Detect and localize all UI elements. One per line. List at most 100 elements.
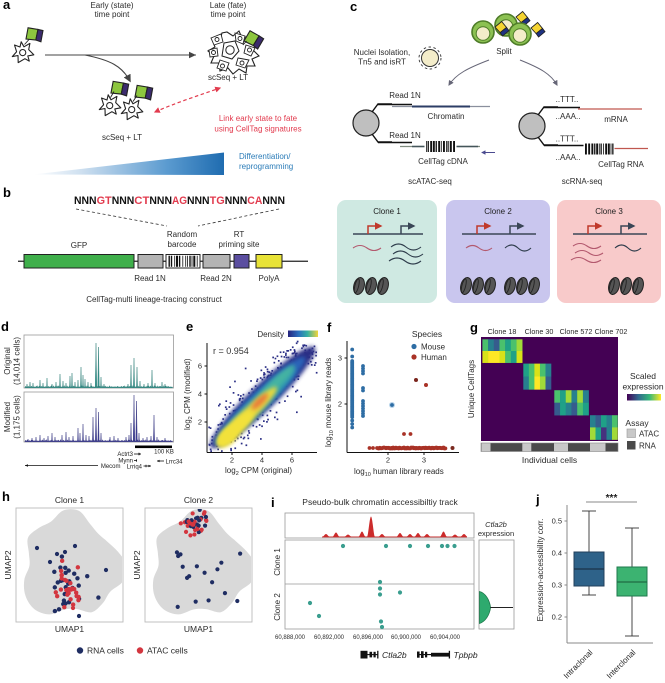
svg-text:Read 1N: Read 1N (134, 274, 166, 283)
svg-text:CellTag cDNA: CellTag cDNA (418, 157, 468, 166)
svg-text:reprogramming: reprogramming (239, 162, 293, 171)
svg-text:mRNA: mRNA (604, 115, 628, 124)
svg-text:Random: Random (167, 230, 198, 239)
svg-text:4: 4 (198, 390, 202, 399)
svg-text:GFP: GFP (71, 241, 87, 250)
svg-text:using CellTag signatures: using CellTag signatures (214, 125, 301, 134)
svg-text:Mouse: Mouse (421, 343, 446, 352)
svg-text:c: c (350, 0, 357, 14)
svg-text:Clone 2: Clone 2 (484, 207, 512, 216)
svg-text:Clone 702: Clone 702 (595, 327, 628, 336)
svg-text:Expression-accessibility corr.: Expression-accessibility corr. (536, 519, 545, 622)
svg-text:..AAA..: ..AAA.. (556, 153, 581, 162)
svg-text:TG: TG (210, 195, 225, 207)
svg-text:barcode: barcode (168, 240, 197, 249)
svg-text:Modified: Modified (3, 402, 12, 432)
svg-text:time point: time point (211, 10, 246, 19)
svg-text:r = 0.954: r = 0.954 (213, 346, 249, 356)
svg-text:..AAA..: ..AAA.. (556, 112, 581, 121)
svg-text:Lrriq4: Lrriq4 (127, 465, 143, 471)
svg-text:e: e (186, 319, 193, 334)
svg-text:Chromatin: Chromatin (428, 112, 465, 121)
svg-text:Ctla2b: Ctla2b (485, 520, 507, 529)
svg-text:Late (fate): Late (fate) (210, 1, 247, 10)
svg-text:Clone 30: Clone 30 (525, 327, 554, 336)
svg-text:Mecom: Mecom (101, 464, 121, 470)
svg-text:NNN: NNN (187, 195, 210, 207)
svg-text:CT: CT (134, 195, 149, 207)
svg-text:Clone 3: Clone 3 (595, 207, 623, 216)
svg-text:UMAP2: UMAP2 (132, 550, 142, 580)
svg-text:4: 4 (260, 456, 264, 465)
svg-text:CA: CA (247, 195, 262, 207)
svg-text:2: 2 (338, 400, 342, 409)
svg-text:RNA cells: RNA cells (87, 646, 124, 656)
svg-text:j: j (535, 492, 540, 507)
svg-text:3: 3 (338, 354, 342, 363)
svg-text:Original: Original (3, 347, 12, 375)
svg-text:Clone 1: Clone 1 (373, 207, 401, 216)
svg-text:PolyA: PolyA (259, 274, 281, 283)
svg-text:log2 CPM (original): log2 CPM (original) (225, 466, 292, 477)
svg-text:NNN: NNN (225, 195, 248, 207)
svg-text:g: g (470, 320, 478, 335)
svg-text:Ctla2b: Ctla2b (382, 650, 407, 660)
svg-text:i: i (271, 495, 275, 510)
svg-text:60,900,000: 60,900,000 (391, 635, 422, 641)
svg-text:NNN: NNN (112, 195, 135, 207)
svg-text:Link early state to fate: Link early state to fate (219, 114, 298, 123)
svg-text:0.2: 0.2 (552, 613, 562, 622)
svg-text:f: f (327, 320, 332, 335)
svg-text:NNN: NNN (262, 195, 285, 207)
svg-text:60,896,000: 60,896,000 (353, 635, 384, 641)
svg-text:Clone 1: Clone 1 (273, 548, 282, 576)
svg-text:UMAP1: UMAP1 (184, 624, 214, 634)
svg-text:NNN: NNN (74, 195, 97, 207)
svg-text:RNA: RNA (639, 442, 657, 451)
svg-text:Unique CellTags: Unique CellTags (467, 360, 476, 418)
svg-text:Differentiation/: Differentiation/ (239, 152, 291, 161)
svg-text:UMAP1: UMAP1 (55, 624, 85, 634)
svg-text:Clone 572: Clone 572 (560, 327, 593, 336)
svg-text:h: h (2, 489, 10, 504)
svg-text:AG: AG (172, 195, 187, 207)
svg-text:6: 6 (290, 456, 294, 465)
svg-text:Intraclonal: Intraclonal (562, 648, 595, 681)
svg-text:RT: RT (234, 230, 245, 239)
svg-text:priming site: priming site (219, 240, 260, 249)
svg-text:Pseudo-bulk chromatin accessib: Pseudo-bulk chromatin accessibiltiy trac… (302, 497, 458, 507)
svg-text:scATAC-seq: scATAC-seq (408, 177, 452, 186)
svg-text:Species: Species (412, 329, 442, 339)
svg-text:60,904,000: 60,904,000 (430, 635, 461, 641)
svg-text:scSeq + LT: scSeq + LT (208, 73, 248, 82)
svg-text:(1,175 cells): (1,175 cells) (13, 395, 22, 439)
svg-text:Split: Split (496, 47, 512, 56)
svg-text:log10 mouse library reads: log10 mouse library reads (324, 358, 335, 447)
svg-text:log10 human library reads: log10 human library reads (354, 467, 444, 478)
svg-text:Read 1N: Read 1N (389, 131, 421, 140)
svg-text:2: 2 (230, 456, 234, 465)
svg-text:Human: Human (421, 353, 447, 362)
svg-text:Scaled: Scaled (630, 371, 656, 381)
svg-text:b: b (3, 185, 11, 200)
svg-text:NNN: NNN (149, 195, 172, 207)
svg-text:GT: GT (97, 195, 112, 207)
svg-text:Clone 18: Clone 18 (488, 327, 517, 336)
svg-text:Early (state): Early (state) (90, 1, 133, 10)
svg-text:0.5: 0.5 (552, 517, 562, 526)
svg-text:60,892,000: 60,892,000 (314, 635, 345, 641)
svg-text:UMAP2: UMAP2 (3, 550, 13, 580)
svg-text:scSeq + LT: scSeq + LT (102, 133, 142, 142)
svg-text:Actrt3: Actrt3 (117, 452, 133, 458)
svg-text:Assay: Assay (625, 418, 649, 428)
svg-text:Density: Density (257, 330, 284, 339)
svg-text:expression: expression (622, 382, 663, 392)
svg-text:(14,014 cells): (14,014 cells) (13, 337, 22, 385)
svg-text:Lrrc34: Lrrc34 (166, 460, 184, 466)
svg-text:Nuclei Isolation,: Nuclei Isolation, (354, 48, 410, 57)
svg-text:a: a (3, 0, 11, 12)
svg-text:0.4: 0.4 (552, 549, 562, 558)
svg-text:Interclonal: Interclonal (605, 648, 638, 681)
svg-text:expression: expression (478, 529, 514, 538)
svg-text:Read 2N: Read 2N (200, 274, 232, 283)
